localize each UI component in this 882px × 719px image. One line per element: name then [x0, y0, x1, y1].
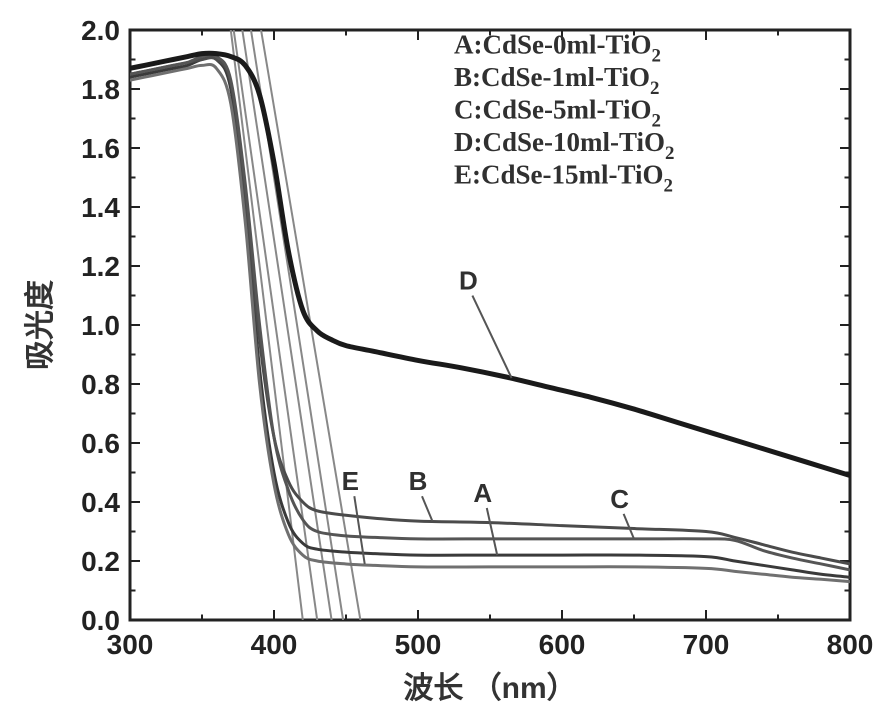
y-tick-label: 1.2 [81, 251, 120, 282]
series-annot-C: C [610, 484, 629, 514]
legend-subscript: 2 [665, 143, 674, 164]
legend-text: B:CdSe-1ml-TiO [454, 62, 650, 92]
legend-text: A:CdSe-0ml-TiO [454, 30, 652, 60]
series-annot-E: E [342, 466, 359, 496]
y-tick-label: 1.8 [81, 74, 120, 105]
legend: A:CdSe-0ml-TiO2B:CdSe-1ml-TiO2C:CdSe-5ml… [454, 30, 674, 197]
series-annot-B: B [409, 466, 428, 496]
y-tick-label: 0.4 [81, 487, 120, 518]
x-axis-label: 波长 （nm） [403, 671, 576, 705]
y-tick-label: 1.0 [81, 310, 120, 341]
series-annot-A: A [473, 478, 492, 508]
y-tick-label: 0.2 [81, 546, 120, 577]
y-tick-label: 0.6 [81, 428, 120, 459]
legend-text: C:CdSe-5ml-TiO [454, 95, 652, 125]
x-tick-label: 400 [251, 629, 298, 660]
y-tick-label: 0.8 [81, 369, 120, 400]
legend-subscript: 2 [652, 46, 661, 67]
x-tick-label: 600 [539, 629, 586, 660]
y-tick-label: 1.4 [81, 192, 120, 223]
absorbance-vs-wavelength-chart: 3004005006007008000.00.20.40.60.81.01.21… [0, 0, 882, 719]
legend-text: D:CdSe-10ml-TiO [454, 127, 665, 157]
legend-subscript: 2 [664, 176, 673, 197]
x-tick-label: 700 [683, 629, 730, 660]
y-tick-label: 2.0 [81, 15, 120, 46]
x-tick-label: 800 [827, 629, 874, 660]
y-tick-label: 0.0 [81, 605, 120, 636]
x-tick-label: 500 [395, 629, 442, 660]
series-annot-D: D [459, 266, 478, 296]
y-axis-label: 吸光度 [24, 280, 57, 370]
legend-text: E:CdSe-15ml-TiO [454, 159, 664, 189]
y-tick-label: 1.6 [81, 133, 120, 164]
